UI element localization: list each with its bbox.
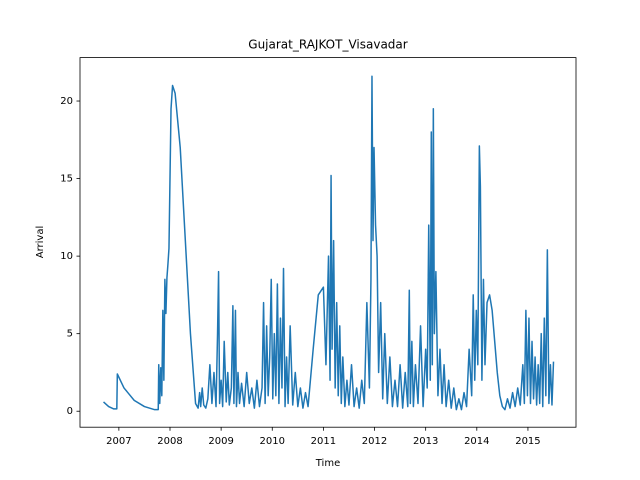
x-tick-label: 2007 bbox=[106, 436, 131, 447]
y-tick-label: 0 bbox=[67, 406, 73, 417]
x-tick-label: 2012 bbox=[362, 436, 387, 447]
x-tick-label: 2015 bbox=[515, 436, 540, 447]
y-tick-label: 20 bbox=[60, 96, 73, 107]
x-tick-label: 2014 bbox=[464, 436, 489, 447]
x-tick-label: 2009 bbox=[208, 436, 233, 447]
x-tick-label: 2013 bbox=[413, 436, 438, 447]
chart-title: Gujarat_RAJKOT_Visavadar bbox=[248, 38, 407, 52]
y-axis-label: Arrival bbox=[35, 226, 46, 259]
y-tick-label: 10 bbox=[60, 251, 73, 262]
x-axis-label: Time bbox=[315, 458, 340, 469]
x-tick-label: 2010 bbox=[260, 436, 285, 447]
axes-frame bbox=[79, 57, 577, 428]
x-tick-label: 2011 bbox=[311, 436, 336, 447]
line-series bbox=[103, 75, 555, 411]
x-tick-label: 2008 bbox=[157, 436, 182, 447]
y-tick-label: 5 bbox=[67, 329, 73, 340]
y-tick-label: 15 bbox=[60, 174, 73, 185]
